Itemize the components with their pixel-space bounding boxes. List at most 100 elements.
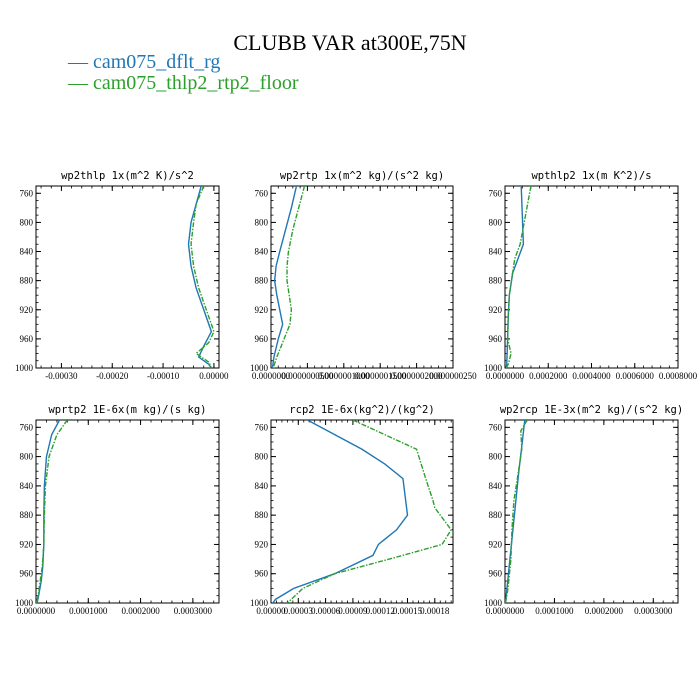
x-tick-label: 0.0000000 [486, 606, 525, 616]
x-tick-label: 0.00015 [393, 606, 423, 616]
x-tick-label: 0.0000001500 [354, 371, 406, 381]
subplot-title: wp2rtp 1x(m^2 kg)/(s^2 kg) [280, 170, 444, 182]
series-line-thlp2-rtp2-floor [36, 420, 68, 603]
y-tick-label: 800 [255, 452, 269, 462]
x-tick-label: 0.00012 [366, 606, 395, 616]
x-tick-label: 0.00006 [311, 606, 341, 616]
y-tick-label: 840 [20, 247, 34, 257]
plot-frame [270, 185, 454, 369]
series-line-thlp2-rtp2-floor [286, 420, 453, 603]
x-tick-label: 0.00018 [420, 606, 450, 616]
y-tick-label: 960 [255, 334, 269, 344]
x-tick-label: 0.0000000 [17, 606, 56, 616]
y-tick-label: 1000 [484, 363, 503, 373]
y-tick-label: 760 [20, 422, 34, 432]
x-tick-label: 0.0000001000 [318, 371, 370, 381]
series-line-dflt-rg [36, 420, 61, 603]
x-tick-label: 0.0008000 [659, 371, 698, 381]
subplot-title: wp2rcp 1E-3x(m^2 kg)/(s^2 kg) [500, 404, 683, 416]
x-tick-label: -0.00020 [96, 371, 129, 381]
subplot-1: wp2rtp 1x(m^2 kg)/(s^2 kg) 760 800 840 880 92… [250, 170, 477, 381]
y-tick-label: 960 [489, 334, 503, 344]
subplot-title: wpthlp2 1x(m K^2)/s [531, 170, 651, 182]
y-tick-label: 800 [489, 217, 503, 227]
y-tick-label: 960 [20, 334, 34, 344]
subplot-title: wp2thlp 1x(m^2 K)/s^2 [61, 170, 194, 182]
y-tick-label: 920 [489, 305, 503, 315]
y-tick-label: 880 [20, 276, 34, 286]
x-tick-label: 0.0002000 [585, 606, 624, 616]
y-tick-label: 1000 [15, 598, 34, 608]
y-tick-label: 920 [255, 539, 269, 549]
series-line-thlp2-rtp2-floor [272, 186, 306, 368]
y-tick-label: 840 [20, 481, 34, 491]
y-tick-label: 1000 [15, 363, 34, 373]
x-tick-label: 0.0002000 [529, 371, 568, 381]
y-tick-label: 1000 [250, 598, 269, 608]
subplot-4: rcp2 1E-6x(kg^2)/(kg^2) 760 800 840 880 920 96… [250, 404, 454, 616]
x-tick-label: 0.00000 [199, 371, 229, 381]
legend-entry-dflt-rg: — cam075_dflt_rg [68, 51, 221, 73]
y-tick-label: 880 [255, 276, 269, 286]
subplot-title: rcp2 1E-6x(kg^2)/(kg^2) [289, 404, 434, 416]
y-tick-label: 760 [255, 188, 269, 198]
plot-frame [270, 419, 454, 604]
subplot-0: wp2thlp 1x(m^2 K)/s^2 760 800 840 880 920 960 1… [15, 170, 229, 381]
x-tick-label: 0.00009 [338, 606, 368, 616]
y-tick-label: 800 [20, 452, 34, 462]
y-tick-label: 920 [489, 539, 503, 549]
y-tick-label: 840 [489, 247, 503, 257]
y-tick-label: 920 [255, 305, 269, 315]
x-tick-label: 0.000000250 [429, 371, 477, 381]
y-tick-label: 920 [20, 305, 34, 315]
series-line-dflt-rg [505, 186, 525, 368]
x-tick-label: 0.0006000 [616, 371, 655, 381]
series-line-dflt-rg [187, 186, 213, 368]
y-tick-label: 840 [489, 481, 503, 491]
plot-frame [504, 419, 679, 604]
y-tick-label: 960 [255, 569, 269, 579]
y-tick-label: 800 [255, 217, 269, 227]
plot-frame [35, 185, 220, 369]
x-tick-label: 0.0000000 [252, 371, 291, 381]
x-tick-label: -0.00030 [45, 371, 78, 381]
legend-entry-thlp2-rtp2-floor: — cam075_thlp2_rtp2_floor [68, 72, 299, 94]
y-tick-label: 880 [489, 276, 503, 286]
page-title: CLUBB VAR at300E,75N [233, 30, 467, 55]
y-tick-label: 920 [20, 539, 34, 549]
series-line-thlp2-rtp2-floor [505, 420, 528, 603]
x-tick-label: 0.00003 [284, 606, 314, 616]
subplot-title: wprtp2 1E-6x(m kg)/(s kg) [48, 404, 206, 416]
series-line-thlp2-rtp2-floor [505, 186, 532, 368]
y-tick-label: 800 [489, 452, 503, 462]
x-tick-label: 0.0001000 [535, 606, 574, 616]
y-tick-label: 880 [20, 510, 34, 520]
y-tick-label: 760 [489, 188, 503, 198]
y-tick-label: 960 [489, 569, 503, 579]
y-tick-label: 880 [255, 510, 269, 520]
x-tick-label: 0.0000000 [486, 371, 525, 381]
x-tick-label: -0.00010 [147, 371, 180, 381]
x-tick-label: 0.00000 [256, 606, 286, 616]
y-tick-label: 800 [20, 217, 34, 227]
series-line-thlp2-rtp2-floor [190, 186, 215, 368]
x-tick-label: 0.0004000 [572, 371, 611, 381]
plot-frame [504, 185, 679, 369]
subplot-2: wpthlp2 1x(m K^2)/s 760 800 840 880 920 960 100… [484, 170, 698, 381]
subplot-3: wprtp2 1E-6x(m kg)/(s kg) 760 800 840 880 920… [15, 404, 220, 616]
x-tick-label: 0.0000000500 [282, 371, 334, 381]
y-tick-label: 840 [255, 481, 269, 491]
x-tick-label: 0.0003000 [174, 606, 213, 616]
x-tick-label: 0.0000002000 [391, 371, 443, 381]
x-tick-label: 0.0001000 [69, 606, 108, 616]
x-tick-label: 0.0003000 [634, 606, 673, 616]
y-tick-label: 1000 [484, 598, 503, 608]
y-tick-label: 880 [489, 510, 503, 520]
y-tick-label: 840 [255, 247, 269, 257]
plot-frame [35, 419, 220, 604]
y-tick-label: 1000 [250, 363, 269, 373]
subplot-5: wp2rcp 1E-3x(m^2 kg)/(s^2 kg) 760 800 840 88… [484, 404, 683, 616]
y-tick-label: 960 [20, 569, 34, 579]
series-line-dflt-rg [271, 186, 298, 368]
